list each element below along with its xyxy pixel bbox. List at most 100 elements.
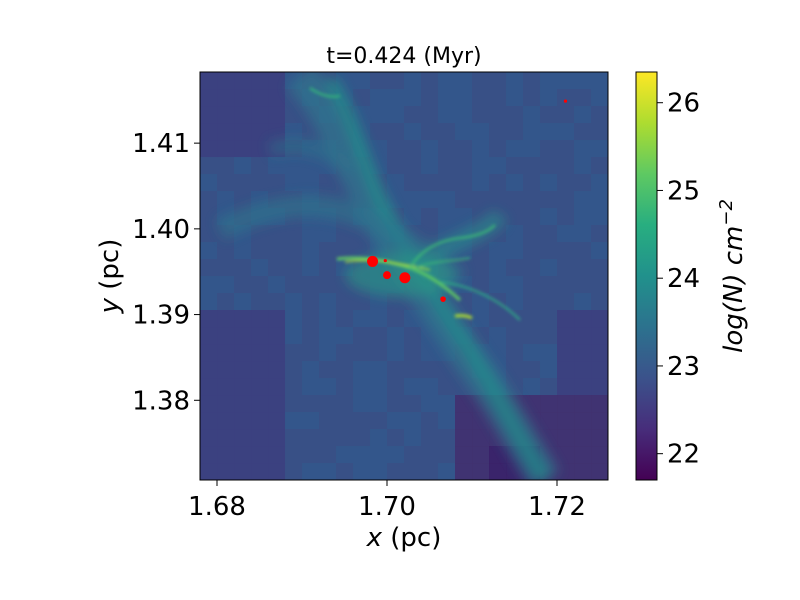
heatmap-cell <box>200 344 218 362</box>
heatmap-cell <box>302 259 320 277</box>
heatmap-cell <box>574 344 592 362</box>
heatmap-cell <box>370 140 388 158</box>
heatmap-cell <box>217 89 235 107</box>
heatmap-cell <box>591 429 608 447</box>
heatmap-cell <box>268 89 286 107</box>
heatmap-cell <box>370 446 388 464</box>
heatmap-cell <box>472 140 490 158</box>
heatmap-cell <box>251 174 269 192</box>
heatmap-cell <box>574 157 592 175</box>
heatmap-cell <box>574 293 592 311</box>
heatmap-cell <box>353 72 371 90</box>
colorbar-tick-label: 26 <box>667 89 700 119</box>
heatmap-cell <box>353 378 371 396</box>
heatmap-cell <box>404 344 422 362</box>
heatmap-cell <box>285 344 303 362</box>
heatmap-cell <box>574 225 592 243</box>
heatmap-cell <box>489 242 507 260</box>
heatmap-cell <box>523 293 541 311</box>
heatmap-cell <box>557 123 575 141</box>
heatmap-cell <box>557 395 575 413</box>
heatmap-cell <box>302 225 320 243</box>
heatmap-cell <box>217 174 235 192</box>
heatmap-cell <box>404 361 422 379</box>
heatmap-cell <box>557 225 575 243</box>
heatmap-cell <box>574 412 592 430</box>
heatmap-cell <box>591 344 608 362</box>
heatmap-cell <box>404 89 422 107</box>
heatmap-cell <box>217 463 235 480</box>
heatmap-cell <box>489 123 507 141</box>
heatmap-cell <box>557 89 575 107</box>
heatmap-cell <box>574 89 592 107</box>
heatmap-cell <box>506 191 524 209</box>
heatmap-cell <box>455 123 473 141</box>
heatmap-cell <box>234 412 252 430</box>
heatmap-cell <box>574 276 592 294</box>
heatmap-cell <box>472 293 490 311</box>
sink-particles <box>367 99 568 302</box>
heatmap-cell <box>506 157 524 175</box>
heatmap-cell <box>302 412 320 430</box>
heatmap-cell <box>302 327 320 345</box>
heatmap-cell <box>557 140 575 158</box>
heatmap-cell <box>557 157 575 175</box>
heatmap-cell <box>319 259 337 277</box>
y-tick-label: 1.38 <box>132 386 190 416</box>
heatmap-cell <box>336 412 354 430</box>
heatmap-cell <box>353 106 371 124</box>
heatmap-cell <box>336 361 354 379</box>
heatmap-cell <box>251 259 269 277</box>
heatmap-cell <box>506 361 524 379</box>
heatmap-cell <box>455 446 473 464</box>
heatmap-cell <box>285 174 303 192</box>
heatmap-cell <box>234 89 252 107</box>
heatmap-cell <box>557 174 575 192</box>
heatmap-cell <box>200 72 218 90</box>
heatmap-cell <box>438 378 456 396</box>
heatmap-cell <box>455 293 473 311</box>
heatmap-cell <box>336 429 354 447</box>
heatmap-cell <box>234 174 252 192</box>
heatmap-cell <box>489 446 507 464</box>
x-tick-label: 1.72 <box>528 492 586 522</box>
x-tick-label: 1.68 <box>188 492 246 522</box>
heatmap-cell <box>370 310 388 328</box>
heatmap-cell <box>557 327 575 345</box>
heatmap-cell <box>387 463 405 480</box>
heatmap-cell <box>353 446 371 464</box>
heatmap-cell <box>387 123 405 141</box>
heatmap-cell <box>234 242 252 260</box>
heatmap-cell <box>319 242 337 260</box>
heatmap-cell <box>438 157 456 175</box>
heatmap-cell <box>421 106 439 124</box>
heatmap-cell <box>387 157 405 175</box>
heatmap-cell <box>217 140 235 158</box>
heatmap-cell <box>523 327 541 345</box>
heatmap-cell <box>268 106 286 124</box>
heatmap-cell <box>540 310 558 328</box>
heatmap-cell <box>540 378 558 396</box>
heatmap-cell <box>217 72 235 90</box>
heatmap-cell <box>489 310 507 328</box>
heatmap-cell <box>472 174 490 192</box>
heatmap-cell <box>200 361 218 379</box>
heatmap-cell <box>557 463 575 480</box>
heatmap-cell <box>591 72 608 90</box>
heatmap-cell <box>200 395 218 413</box>
heatmap-cell <box>268 242 286 260</box>
heatmap-cell <box>404 412 422 430</box>
heatmap-cell <box>455 191 473 209</box>
heatmap-cell <box>370 293 388 311</box>
heatmap-cell <box>251 463 269 480</box>
heatmap-cell <box>387 72 405 90</box>
heatmap-cell <box>540 123 558 141</box>
heatmap-cell <box>540 242 558 260</box>
heatmap-cell <box>285 446 303 464</box>
heatmap-cell <box>200 242 218 260</box>
heatmap-cell <box>200 310 218 328</box>
heatmap-cell <box>234 378 252 396</box>
heatmap-cell <box>268 378 286 396</box>
heatmap-cell <box>591 157 608 175</box>
y-tick-label: 1.40 <box>132 215 190 245</box>
